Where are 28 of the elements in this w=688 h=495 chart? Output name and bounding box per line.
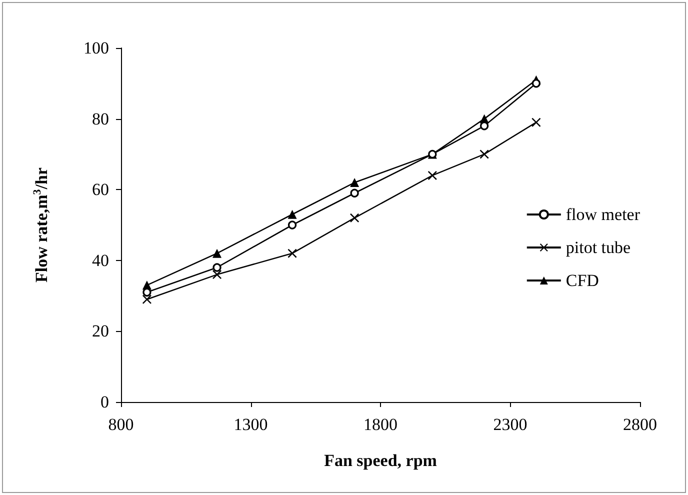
point (212, 263, 222, 272)
point (350, 188, 359, 198)
point (532, 79, 540, 88)
legend-label: CFD (566, 271, 599, 290)
point (480, 150, 489, 159)
y-tick-label: 80 (92, 109, 109, 128)
y-tick-label: 0 (100, 392, 109, 412)
point (288, 220, 297, 230)
x-tick-label: 2800 (623, 415, 657, 434)
y-tick-label: 100 (84, 38, 109, 58)
point (532, 118, 541, 127)
point (142, 294, 152, 304)
y-axis-title: Flow rate,m3/hr (32, 167, 51, 283)
x-axis-title: Fan speed, rpm (324, 451, 437, 470)
point (288, 210, 297, 219)
y-tick-label: 20 (92, 322, 109, 341)
x-tick-label: 1300 (234, 415, 268, 434)
legend-label: flow meter (566, 205, 640, 224)
point (212, 248, 222, 258)
legend-label: pitot tube (566, 238, 631, 257)
y-tick-label: 40 (92, 250, 109, 270)
point (428, 170, 437, 180)
x-tick-label: 1800 (364, 415, 398, 434)
point (350, 213, 360, 222)
x-tick-label: 2300 (493, 415, 528, 434)
y-tick-label: 60 (92, 180, 109, 200)
point (350, 178, 360, 188)
x-tick-label: 800 (108, 415, 134, 434)
